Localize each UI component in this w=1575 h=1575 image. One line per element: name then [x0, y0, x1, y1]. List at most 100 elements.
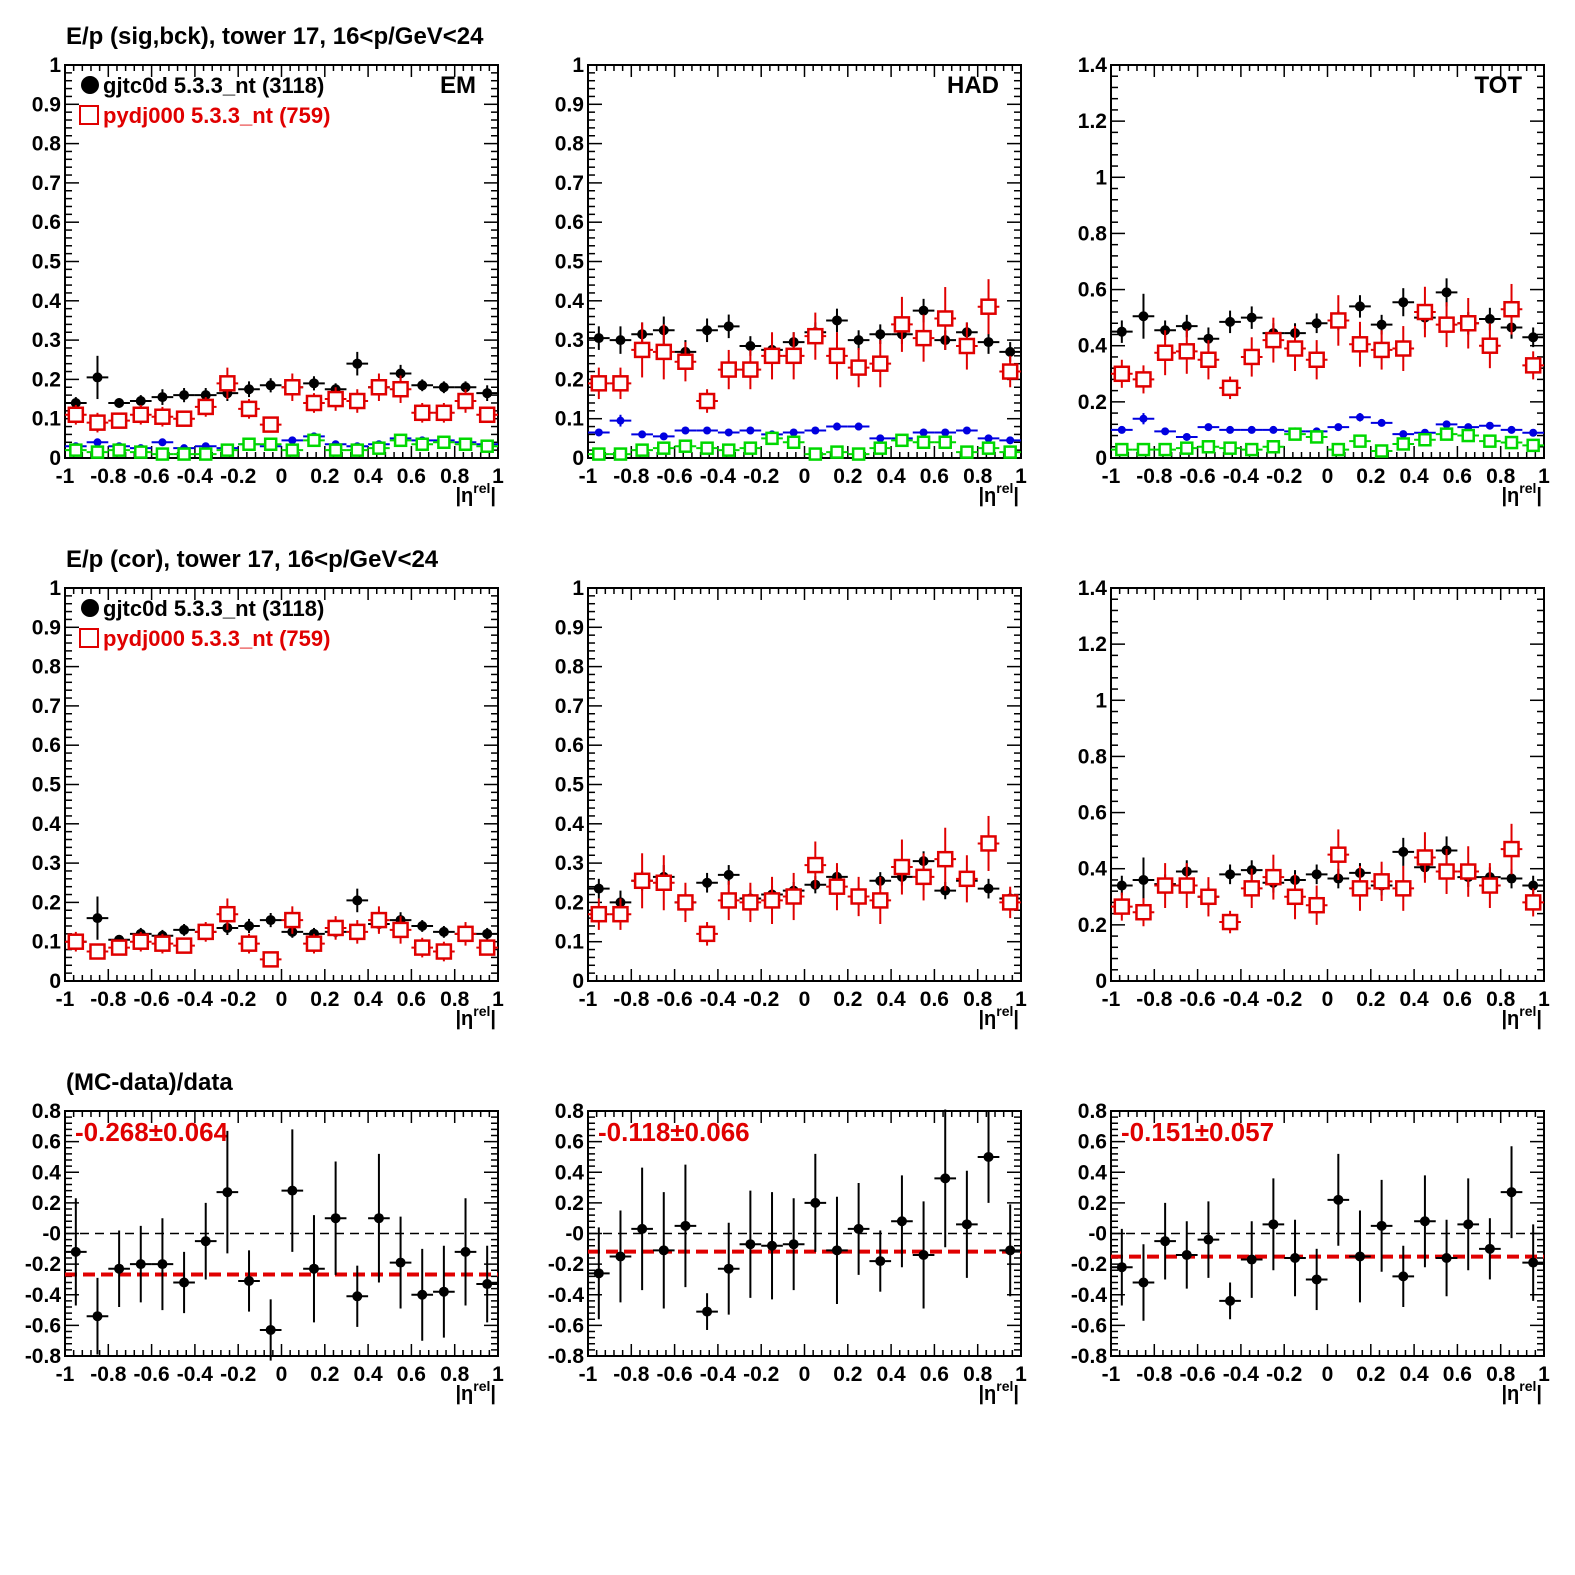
y-tick-label: 0.7: [555, 172, 584, 195]
panel-tag: EM: [440, 72, 476, 99]
y-tick-label: 1: [1095, 689, 1107, 712]
y-tick-label: 0.3: [555, 329, 584, 352]
data-point: [157, 392, 168, 403]
mc-background-point: [938, 435, 952, 450]
x-tick-label: -1: [579, 1363, 598, 1386]
mc-point: [89, 414, 106, 431]
mc-point: [1243, 348, 1260, 366]
data-point: [593, 333, 604, 344]
series-data: [588, 1109, 1021, 1330]
y-tick-label: 1: [49, 54, 61, 77]
mc-point: [1286, 888, 1304, 906]
data-point: [918, 1249, 929, 1260]
x-tick-label: 0: [276, 1363, 288, 1386]
x-tick-label: 0.8: [963, 465, 993, 488]
mc-background-point: [285, 443, 300, 457]
mc-point: [807, 856, 824, 874]
y-tick-label: 0: [49, 447, 61, 470]
x-tick-label: 0.4: [876, 1363, 906, 1386]
background-point: [93, 438, 102, 447]
data-point: [1203, 333, 1214, 344]
data-point: [1005, 1245, 1016, 1256]
data-point: [615, 1251, 626, 1262]
row-title-3: (MC-data)/data: [66, 1069, 233, 1096]
y-tick-label: 0: [572, 447, 584, 470]
data-point: [1225, 869, 1236, 880]
mc-point: [677, 894, 694, 911]
panel-tag: TOT: [1474, 72, 1522, 99]
y-tick-label: 0.6: [32, 1131, 61, 1154]
mc-point: [240, 935, 258, 952]
chart-panel: -1 -0.8 -0.6 -0.4 -0.2 0 0.2 0.4 0.6 0.8 1|ηrel|00…: [1078, 54, 1550, 507]
mc-background-point: [134, 445, 148, 459]
data-point: [1225, 316, 1236, 327]
mc-background-point: [916, 435, 931, 450]
mc-point: [633, 872, 651, 890]
series-mc: [588, 815, 1021, 946]
plot-frame: [1110, 64, 1545, 459]
series-data: [65, 888, 498, 947]
data-point: [287, 1185, 298, 1196]
x-tick-label: -0.6: [1180, 465, 1216, 488]
background-point: [941, 428, 950, 437]
x-tick-label: -0.4: [177, 465, 214, 488]
background-point: [1182, 432, 1191, 441]
data-point: [438, 382, 449, 393]
data-point: [767, 1240, 778, 1251]
data-point: [244, 920, 255, 931]
data-point: [1116, 880, 1127, 891]
data-point: [1484, 1243, 1495, 1254]
mc-point: [175, 410, 193, 427]
plot-frame: [587, 587, 1022, 982]
mc-point: [175, 937, 193, 954]
y-tick-label: 0.8: [32, 133, 62, 156]
mc-point: [457, 392, 474, 410]
y-tick-label: 0.8: [1078, 745, 1108, 768]
mc-point: [435, 404, 453, 422]
data-point: [308, 1263, 319, 1274]
x-axis-label: |ηrel|: [1501, 480, 1542, 507]
background-point: [832, 422, 841, 431]
mc-background-point: [765, 431, 779, 446]
y-tick-label: 0.2: [1078, 914, 1107, 937]
row-title-1: E/p (sig,bck), tower 17, 16<p/GeV<24: [66, 23, 484, 50]
mc-point: [1308, 896, 1325, 914]
data-point: [1354, 301, 1365, 312]
mc-point: [1416, 303, 1434, 321]
mc-point: [284, 379, 301, 396]
mc-background-point: [242, 437, 256, 451]
data-point: [1246, 312, 1257, 323]
data-point: [265, 1324, 276, 1335]
background-point: [1269, 425, 1278, 434]
x-tick-label: 0.6: [920, 1363, 949, 1386]
mc-point: [915, 329, 932, 347]
background-point: [703, 426, 712, 435]
y-tick-label: 0.1: [32, 931, 62, 954]
data-point: [918, 305, 929, 316]
data-point: [114, 1263, 125, 1274]
mc-point: [1438, 316, 1455, 333]
y-tick-label: 0.2: [1078, 1192, 1107, 1215]
chart-panel: -1 -0.8 -0.6 -0.4 -0.2 0 0.2 0.4 0.6 0.8 1|ηrel|-0…: [548, 1100, 1027, 1405]
x-tick-label: -0.6: [134, 465, 170, 488]
y-tick-label: 0.4: [32, 813, 62, 836]
background-point: [158, 438, 167, 447]
mc-point: [305, 394, 323, 412]
mc-point: [478, 939, 496, 956]
data-point: [1376, 319, 1387, 330]
mc-background-point: [1396, 437, 1411, 451]
y-tick-label: 0: [1095, 447, 1107, 470]
y-tick-label: 0.9: [32, 93, 61, 116]
x-tick-label: -0.8: [613, 1363, 650, 1386]
data-point: [460, 1246, 471, 1257]
series-bkg_data: [588, 414, 1021, 445]
y-tick-label: 1: [572, 54, 584, 77]
mc-background-point: [307, 433, 321, 448]
data-point: [1181, 1249, 1192, 1260]
data-point: [853, 1223, 864, 1234]
mc-background-point: [1374, 444, 1389, 458]
mc-point: [590, 905, 608, 923]
mc-background-point: [1331, 442, 1346, 457]
mc-background-point: [1201, 440, 1216, 454]
data-point: [1116, 1262, 1127, 1273]
